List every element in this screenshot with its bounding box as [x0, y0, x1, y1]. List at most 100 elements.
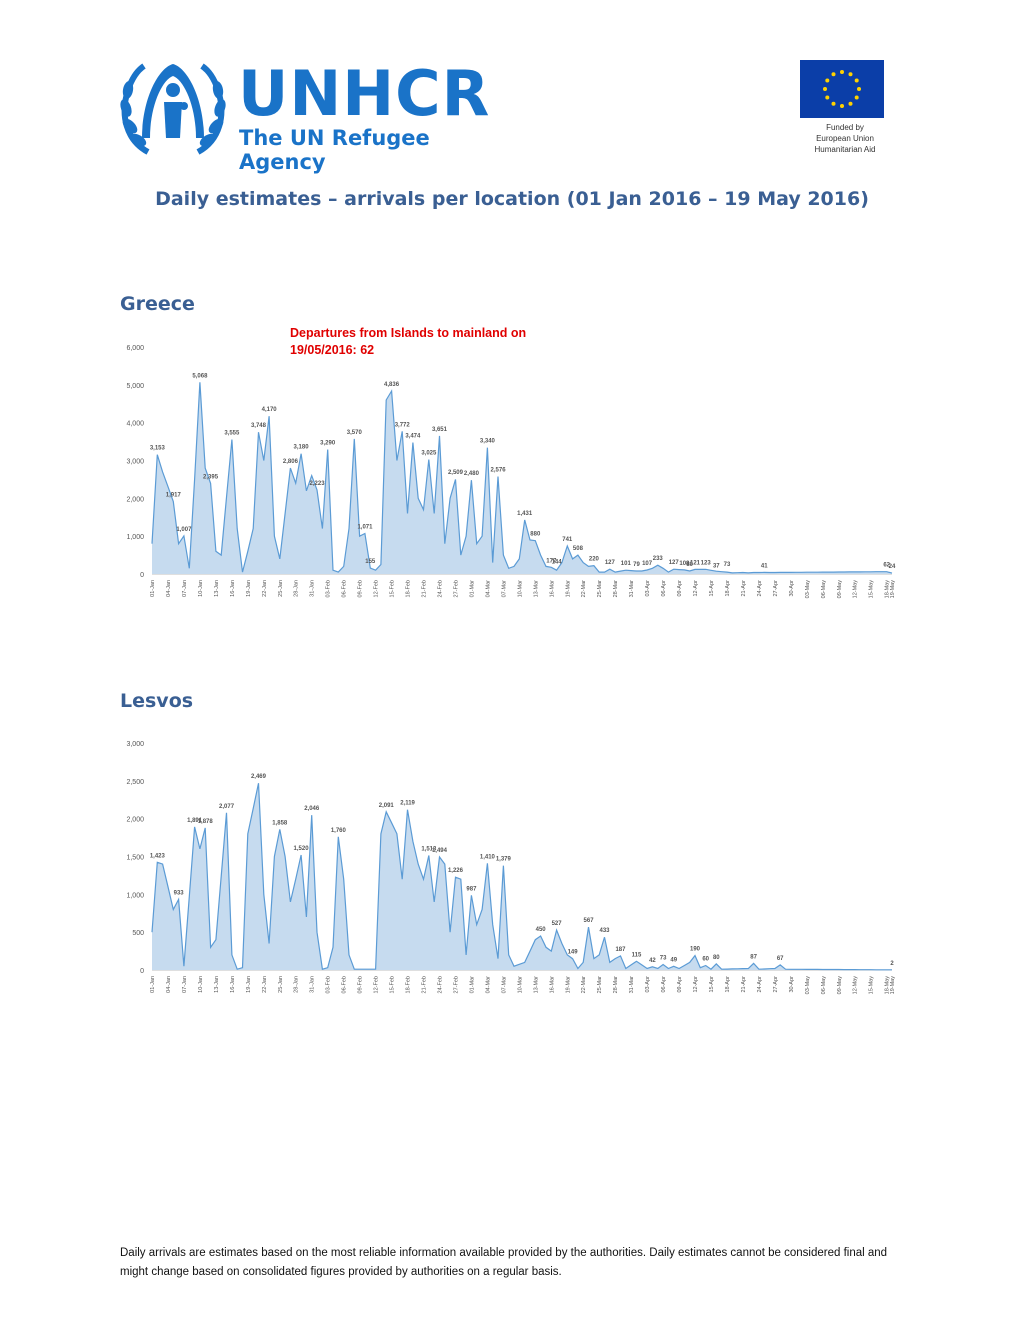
x-tick-label: 06-Apr [661, 976, 667, 993]
data-label: 1,513 [421, 847, 437, 853]
x-tick-label: 10-Jan [198, 580, 204, 597]
departures-note-line-2: 19/05/2016: 62 [290, 343, 375, 357]
x-tick-label: 18-Apr [725, 580, 731, 597]
org-tagline: The UN Refugee Agency [239, 126, 430, 174]
x-tick-label: 04-Mar [485, 976, 491, 994]
x-tick-label: 19-Jan [246, 976, 252, 993]
page-title: Daily estimates – arrivals per location … [155, 188, 869, 210]
x-tick-label: 03-Apr [645, 580, 651, 597]
data-label: 41 [761, 563, 768, 569]
x-tick-label: 27-Feb [453, 580, 459, 597]
data-label: 2,806 [283, 459, 299, 465]
x-tick-label: 07-Jan [182, 976, 188, 993]
x-tick-label: 28-Mar [613, 976, 619, 994]
data-label: 2,509 [448, 470, 464, 476]
x-tick-label: 24-Feb [437, 580, 443, 597]
eu-caption-line-2: European Union [816, 134, 874, 143]
data-label: 4,170 [262, 407, 278, 413]
x-tick-label: 07-Jan [182, 580, 188, 597]
org-name: UNHCR [238, 57, 491, 130]
data-label: 177 [546, 558, 557, 564]
x-tick-label: 31-Mar [629, 580, 635, 598]
x-tick-label: 19-Mar [565, 976, 571, 994]
x-tick-label: 07-Mar [501, 580, 507, 598]
x-tick-label: 06-May [821, 976, 827, 995]
data-label: 49 [670, 957, 677, 963]
data-label: 527 [552, 921, 563, 927]
x-tick-label: 03-May [805, 976, 811, 995]
y-tick-label: 0 [140, 572, 144, 579]
data-label: 3,772 [395, 422, 411, 428]
x-tick-label: 30-Apr [789, 976, 795, 993]
x-tick-label: 09-Feb [358, 976, 364, 993]
x-tick-label: 30-Apr [789, 580, 795, 597]
x-tick-label: 19-May [890, 580, 896, 599]
x-tick-label: 06-Apr [661, 580, 667, 597]
data-label: 508 [573, 546, 584, 552]
data-label: 4,836 [384, 382, 400, 388]
x-tick-label: 15-May [869, 976, 875, 995]
x-tick-label: 04-Jan [166, 976, 172, 993]
series-line [151, 382, 893, 574]
x-tick-label: 09-Feb [358, 580, 364, 597]
data-label: 450 [536, 927, 547, 933]
data-label: 2,480 [464, 471, 480, 477]
data-label: 127 [605, 560, 616, 566]
data-label: 1,520 [294, 846, 310, 852]
data-label: 115 [632, 952, 642, 958]
data-label: 3,025 [421, 451, 437, 457]
eu-flag-icon [800, 60, 884, 118]
x-tick-label: 21-Feb [422, 976, 428, 993]
series-line [151, 783, 892, 971]
x-tick-label: 22-Jan [262, 580, 268, 597]
x-tick-label: 21-Apr [741, 976, 747, 993]
data-label: 987 [466, 886, 477, 892]
data-label: 3,290 [320, 441, 336, 447]
disclaimer-footer: Daily arrivals are estimates based on th… [120, 1247, 888, 1278]
x-tick-label: 19-May [890, 976, 896, 995]
y-tick-label: 4,000 [126, 421, 144, 428]
x-tick-label: 01-Mar [469, 580, 475, 598]
y-tick-label: 1,500 [126, 855, 144, 862]
y-tick-label: 5,000 [126, 383, 144, 390]
data-label: 1,878 [198, 819, 214, 825]
x-tick-label: 16-Mar [549, 580, 555, 598]
data-label: 149 [568, 950, 579, 956]
data-label: 155 [365, 559, 376, 565]
x-tick-label: 19-Jan [246, 580, 252, 597]
x-tick-label: 09-Apr [677, 580, 683, 597]
data-label: 433 [600, 928, 611, 934]
data-label: 1,410 [480, 854, 496, 860]
data-label: 3,153 [150, 446, 166, 452]
x-tick-label: 28-Jan [294, 976, 300, 993]
x-tick-label: 12-Feb [374, 580, 380, 597]
data-label: 933 [174, 890, 185, 896]
data-label: 2,576 [491, 468, 507, 474]
data-label: 567 [584, 918, 595, 924]
data-label: 121 [690, 560, 701, 566]
x-tick-label: 03-Feb [326, 976, 332, 993]
data-label: 2,119 [400, 801, 415, 807]
departures-note: Departures from Islands to mainland on 1… [290, 325, 526, 359]
x-tick-label: 28-Jan [294, 580, 300, 597]
data-label: 3,570 [347, 430, 363, 436]
data-label: 80 [686, 562, 693, 568]
data-label: 80 [713, 955, 720, 961]
x-tick-label: 01-Jan [150, 580, 156, 597]
y-tick-label: 3,000 [126, 741, 144, 748]
x-tick-label: 12-Apr [693, 580, 699, 597]
data-label: 1,423 [150, 853, 166, 859]
x-tick-label: 18-May [885, 580, 891, 599]
x-tick-label: 13-Mar [533, 976, 539, 994]
eu-caption: Funded by European Union Humanitarian Ai… [800, 122, 890, 155]
data-label: 42 [649, 958, 656, 964]
eu-funding-badge: Funded by European Union Humanitarian Ai… [800, 60, 890, 160]
series-area [152, 382, 892, 574]
x-tick-label: 15-Feb [390, 580, 396, 597]
x-tick-label: 03-Feb [326, 580, 332, 597]
data-label: 108 [679, 561, 690, 567]
lesvos-section-title: Lesvos [120, 690, 194, 712]
x-tick-label: 31-Mar [629, 976, 635, 994]
y-tick-label: 2,000 [126, 496, 144, 503]
x-tick-label: 27-Feb [453, 976, 459, 993]
